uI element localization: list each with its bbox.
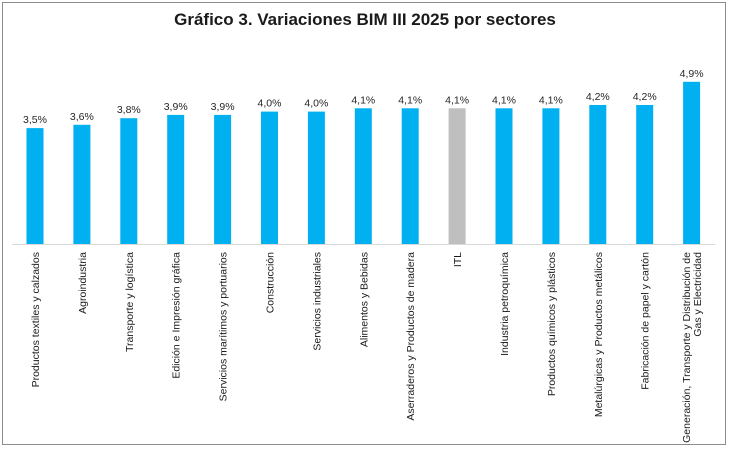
data-label: 4,1%	[445, 94, 469, 106]
category-tick-label: Edición e Impresión gráfica	[171, 252, 183, 379]
bar	[636, 105, 654, 244]
category-tick-label: ITL	[452, 252, 464, 267]
data-label: 3,9%	[164, 101, 188, 113]
data-label: 4,1%	[492, 94, 516, 106]
bar	[167, 114, 185, 245]
category-tick-label: Transporte y logística	[124, 252, 136, 352]
bar	[683, 81, 701, 244]
data-label: 4,1%	[351, 94, 375, 106]
bar	[214, 114, 232, 245]
bar	[448, 108, 466, 244]
category-tick-label: Fabricación de papel y cartón	[640, 252, 652, 390]
bar	[542, 108, 560, 244]
category-tick-label: Gas y Electricidad	[692, 252, 704, 337]
data-label: 4,1%	[539, 94, 563, 106]
data-label: 3,9%	[211, 101, 235, 113]
data-label: 4,1%	[398, 94, 422, 106]
bar	[261, 111, 278, 244]
bar	[307, 111, 325, 244]
category-tick-label: Metalúrgicas y Productos metálicos	[593, 252, 605, 417]
data-label: 3,6%	[70, 111, 94, 123]
category-tick-label: Aserraderos y Productos de madera	[405, 252, 417, 421]
category-tick-label: Alimentos y Bebidas	[358, 252, 370, 347]
bar	[495, 108, 513, 244]
data-label: 3,5%	[23, 114, 47, 126]
bar	[73, 124, 91, 244]
category-tick-label: Productos químicos y plásticos	[546, 252, 558, 396]
data-label: 4,0%	[304, 98, 328, 110]
bar	[26, 128, 44, 244]
data-label: 4,9%	[680, 68, 704, 80]
bar	[120, 118, 138, 244]
bar	[354, 108, 372, 244]
category-tick-label: Servicios marítimos y portuarios	[218, 252, 230, 401]
chart-title: Gráfico 3. Variaciones BIM III 2025 por …	[174, 10, 556, 29]
category-tick-label: Servicios industriales	[311, 252, 323, 351]
category-tick-label: Productos textiles y calzados	[30, 252, 42, 387]
data-label: 4,2%	[633, 91, 657, 103]
bar	[401, 108, 419, 244]
category-tick-label: Industria petroquímica	[499, 252, 511, 356]
bar	[589, 105, 607, 244]
category-tick-label: Generación, Transporte y Distribución de	[681, 252, 693, 443]
category-tick-label: Construcción	[265, 252, 277, 313]
data-label: 4,0%	[258, 98, 282, 110]
category-tick-label: Agroindustria	[77, 252, 89, 314]
data-label: 3,8%	[117, 104, 141, 116]
data-label: 4,2%	[586, 91, 610, 103]
